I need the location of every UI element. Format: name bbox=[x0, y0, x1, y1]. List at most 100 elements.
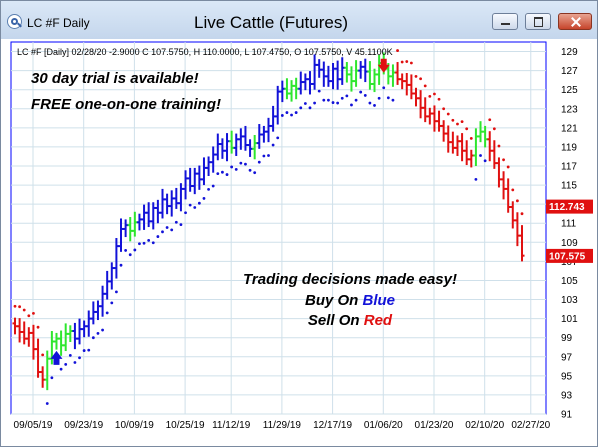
stop-dot bbox=[303, 102, 307, 105]
ohlc-bar bbox=[335, 60, 341, 90]
stop-dot bbox=[520, 212, 524, 216]
ohlc-bar bbox=[418, 90, 424, 119]
stop-dot bbox=[414, 74, 418, 78]
y-tick-label: 93 bbox=[561, 390, 573, 401]
stop-dot bbox=[105, 311, 109, 315]
stop-dot bbox=[68, 353, 72, 357]
y-tick-label: 127 bbox=[561, 66, 578, 77]
stop-dot bbox=[91, 336, 95, 340]
ohlc-bar bbox=[312, 54, 318, 90]
x-tick-label: 12/17/19 bbox=[313, 420, 352, 431]
stop-dot bbox=[248, 168, 252, 172]
stop-dot bbox=[428, 94, 432, 98]
ohlc-bar bbox=[141, 204, 147, 230]
ohlc-bar bbox=[77, 318, 83, 345]
promo-buy: Buy On Blue bbox=[305, 292, 395, 309]
ohlc-bar bbox=[252, 135, 258, 160]
ohlc-bar bbox=[86, 310, 92, 337]
ohlc-bar bbox=[450, 131, 456, 154]
stop-dot bbox=[36, 325, 40, 329]
stop-dot bbox=[165, 226, 169, 229]
stop-dot bbox=[197, 201, 201, 205]
stop-dot bbox=[142, 241, 146, 245]
ohlc-bar bbox=[150, 202, 156, 230]
ohlc-bar bbox=[58, 330, 64, 356]
stop-dot bbox=[460, 120, 464, 124]
ohlc-bar bbox=[127, 217, 133, 242]
ohlc-bar bbox=[514, 212, 520, 247]
y-tick-label: 97 bbox=[561, 352, 573, 363]
ohlc-bar bbox=[362, 58, 368, 83]
stop-dot bbox=[336, 101, 340, 105]
signal-arrows bbox=[50, 58, 390, 365]
x-tick-label: 11/29/19 bbox=[263, 420, 302, 431]
stop-dot bbox=[13, 304, 17, 308]
stop-dot bbox=[506, 165, 510, 169]
ohlc-bar bbox=[284, 78, 290, 100]
stop-dot bbox=[479, 154, 482, 157]
stop-dot bbox=[368, 101, 372, 105]
ohlc-bar bbox=[482, 125, 488, 148]
ohlc-bar bbox=[224, 133, 230, 162]
stop-dot bbox=[184, 211, 187, 215]
ohlc-bar bbox=[146, 202, 152, 228]
ohlc-bar bbox=[270, 105, 276, 132]
title-bar[interactable]: LC #F Daily Live Cattle (Futures) bbox=[1, 1, 597, 39]
ohlc-bar bbox=[164, 193, 170, 215]
stop-dot bbox=[350, 103, 353, 107]
ohlc-bar bbox=[123, 219, 129, 238]
stop-dot bbox=[78, 356, 81, 360]
stop-dot bbox=[497, 144, 501, 148]
ohlc-bar bbox=[21, 321, 27, 345]
ohlc-bar bbox=[427, 107, 433, 125]
ohlc-bar bbox=[413, 87, 419, 107]
maximize-button[interactable] bbox=[525, 13, 551, 30]
stop-dot bbox=[391, 98, 395, 102]
stop-dot bbox=[128, 253, 132, 257]
stop-dot bbox=[345, 94, 349, 98]
stop-dot bbox=[331, 101, 335, 104]
ohlc-bar bbox=[40, 366, 46, 388]
buy-color-word: Blue bbox=[363, 292, 396, 309]
stop-dot bbox=[216, 172, 220, 176]
grid bbox=[11, 42, 546, 415]
stop-dot bbox=[511, 188, 515, 192]
ohlc-bar bbox=[136, 213, 142, 231]
ohlc-bar bbox=[473, 128, 479, 166]
minimize-button[interactable] bbox=[492, 13, 518, 30]
promo-decisions: Trading decisions made easy! bbox=[243, 271, 457, 288]
ohlc-bar bbox=[95, 300, 101, 321]
ohlc-bar bbox=[26, 327, 32, 347]
last-price-tag: 107.575 bbox=[546, 248, 593, 263]
stop-dot bbox=[22, 308, 26, 312]
ohlc-bar bbox=[183, 170, 189, 200]
ohlc-bar bbox=[478, 121, 484, 143]
stop-dot bbox=[147, 239, 151, 242]
stop-dot bbox=[363, 94, 367, 97]
ohlc-bar bbox=[242, 125, 248, 151]
y-tick-label: 121 bbox=[561, 123, 578, 134]
stop-dot bbox=[82, 349, 86, 352]
stop-dot bbox=[239, 161, 243, 165]
y-tick-label: 101 bbox=[561, 314, 578, 325]
stop-dot bbox=[492, 127, 496, 131]
close-button[interactable] bbox=[558, 13, 592, 30]
ohlc-bar bbox=[67, 325, 73, 342]
stop-dot bbox=[469, 136, 473, 140]
ohlc-bar bbox=[468, 149, 474, 168]
ohlc-bar bbox=[104, 270, 110, 300]
stop-dot bbox=[225, 173, 229, 176]
stop-dot bbox=[317, 89, 321, 93]
ohlc-bar bbox=[219, 138, 225, 159]
ohlc-bar bbox=[206, 156, 212, 177]
ohlc-bar bbox=[395, 62, 401, 85]
ohlc-bar bbox=[233, 133, 239, 156]
price-chart[interactable]: 9193959799101103105107109111113115117119… bbox=[1, 39, 597, 445]
ohlc-bar bbox=[344, 62, 350, 83]
ohlc-bar bbox=[35, 338, 41, 378]
ohlc-bar bbox=[100, 285, 106, 317]
ohlc-bar bbox=[459, 133, 465, 162]
ohlc-bar bbox=[247, 139, 253, 157]
ohlc-bar bbox=[325, 65, 331, 87]
ohlc-bar bbox=[298, 71, 304, 95]
